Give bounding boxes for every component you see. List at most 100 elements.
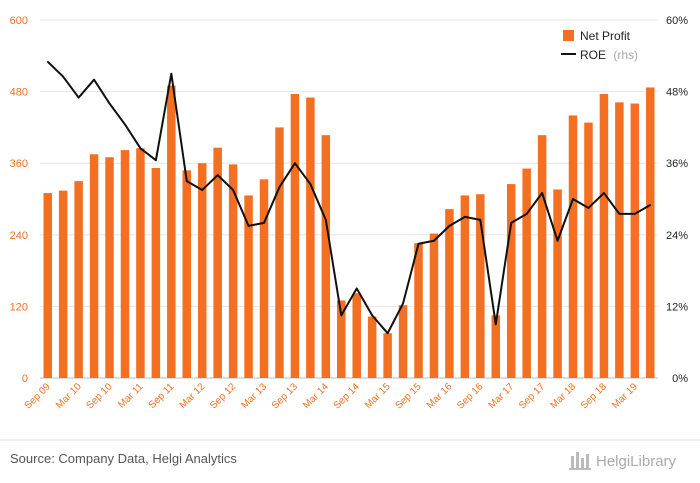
- bar-net-profit: [352, 293, 361, 378]
- roe-point: [340, 314, 343, 317]
- bar-net-profit: [167, 85, 176, 378]
- roe-point: [402, 302, 404, 305]
- logo-text: HelgiLibrary: [596, 453, 677, 470]
- roe-point: [263, 222, 265, 224]
- roe-point: [464, 216, 466, 218]
- bar-net-profit: [182, 170, 192, 378]
- bar-net-profit: [151, 167, 161, 378]
- y-right-tick-label: 36%: [666, 158, 688, 170]
- roe-point: [479, 219, 482, 221]
- bar-net-profit: [584, 122, 593, 378]
- roe-point: [201, 189, 204, 191]
- legend-label-net-profit: Net Profit: [580, 29, 631, 43]
- roe-point: [232, 189, 234, 191]
- roe-point: [216, 174, 219, 176]
- roe-point: [371, 314, 373, 317]
- roe-point: [77, 96, 80, 99]
- y-left-tick-label: 120: [10, 301, 28, 313]
- x-tick-label: Mar 15: [363, 381, 393, 411]
- bar-net-profit: [321, 135, 331, 378]
- bar-net-profit: [599, 93, 609, 378]
- gridlines: [40, 19, 658, 379]
- bar-net-profit: [306, 97, 315, 379]
- y-left-tick-label: 480: [10, 87, 28, 99]
- roe-point: [525, 213, 528, 215]
- bar-net-profit: [553, 189, 562, 378]
- y-right-tick-label: 0%: [672, 373, 688, 385]
- y-right-tick-label: 48%: [666, 87, 688, 99]
- library-logo-icon: [569, 452, 591, 470]
- bar-net-profit: [290, 93, 300, 378]
- bar-net-profit: [398, 305, 408, 378]
- x-tick-label: Mar 13: [239, 381, 269, 411]
- bar-net-profit: [213, 147, 222, 378]
- y-right-tick-label: 12%: [666, 301, 688, 313]
- roe-point: [587, 207, 590, 209]
- bar-net-profit: [383, 333, 392, 378]
- bar-net-profit: [460, 195, 470, 378]
- y-axis-left: 0 120 240 360 480 600: [10, 15, 28, 385]
- x-tick-label: Sep 12: [208, 381, 238, 411]
- y-right-tick-label: 24%: [666, 230, 688, 242]
- x-tick-label: Sep 11: [147, 381, 177, 411]
- y-left-tick-label: 600: [10, 15, 28, 27]
- bar-net-profit: [537, 135, 547, 378]
- y-axis-right: 0% 12% 24% 36% 48% 60%: [666, 15, 688, 385]
- bar-net-profit: [275, 127, 284, 379]
- roe-point: [309, 183, 312, 185]
- x-tick-label: Sep 10: [84, 381, 114, 411]
- x-tick-label: Sep 18: [579, 381, 609, 411]
- x-tick-label: Mar 10: [54, 381, 84, 411]
- roe-point: [634, 213, 636, 215]
- roe-point: [278, 186, 281, 188]
- x-tick-label: Mar 18: [548, 381, 578, 411]
- x-tick-label: Mar 19: [610, 381, 640, 411]
- roe-point: [433, 239, 435, 242]
- line-series-roe: [46, 60, 652, 335]
- roe-point: [93, 78, 95, 81]
- roe-point: [185, 180, 188, 182]
- bar-net-profit: [74, 181, 83, 378]
- bar-net-profit: [568, 115, 578, 378]
- legend: Net Profit ROE (rhs): [561, 29, 638, 62]
- roe-point: [124, 123, 126, 126]
- bar-net-profit: [197, 163, 207, 378]
- legend-swatch-net-profit: [563, 30, 574, 41]
- roe-point: [494, 323, 497, 326]
- bar-net-profit: [429, 233, 439, 378]
- bar-net-profit: [120, 150, 130, 378]
- bar-net-profit: [228, 164, 238, 378]
- roe-point: [541, 192, 543, 194]
- svg-text:ROE (rhs): ROE (rhs): [580, 48, 638, 62]
- bar-net-profit: [244, 195, 253, 378]
- roe-point: [155, 159, 157, 162]
- roe-point: [618, 213, 621, 215]
- bar-net-profit: [259, 179, 269, 378]
- roe-point: [170, 72, 173, 75]
- roe-line: [47, 61, 651, 335]
- bar-net-profit: [522, 168, 531, 378]
- roe-point: [247, 225, 250, 227]
- x-tick-label: Sep 15: [393, 381, 423, 411]
- x-tick-label: Sep 13: [270, 381, 300, 411]
- roe-point: [46, 60, 49, 63]
- roe-point: [510, 222, 513, 224]
- bar-net-profit: [630, 103, 640, 379]
- bar-net-profit: [136, 148, 145, 378]
- bar-net-profit: [476, 194, 485, 378]
- x-tick-label: Mar 17: [487, 381, 517, 411]
- x-tick-label: Mar 11: [116, 381, 146, 411]
- bar-net-profit: [506, 184, 516, 378]
- x-tick-label: Mar 14: [301, 381, 331, 411]
- legend-label-roe: ROE: [580, 48, 606, 62]
- helgi-library-logo: HelgiLibrary: [569, 452, 677, 470]
- roe-point: [417, 242, 420, 245]
- bar-net-profit: [414, 243, 423, 378]
- bar-net-profit: [58, 190, 68, 378]
- bar-net-profit: [89, 154, 99, 378]
- bar-series-net-profit: [43, 85, 655, 379]
- y-left-tick-label: 0: [22, 373, 28, 385]
- y-left-tick-label: 360: [10, 158, 28, 170]
- roe-point: [556, 239, 559, 242]
